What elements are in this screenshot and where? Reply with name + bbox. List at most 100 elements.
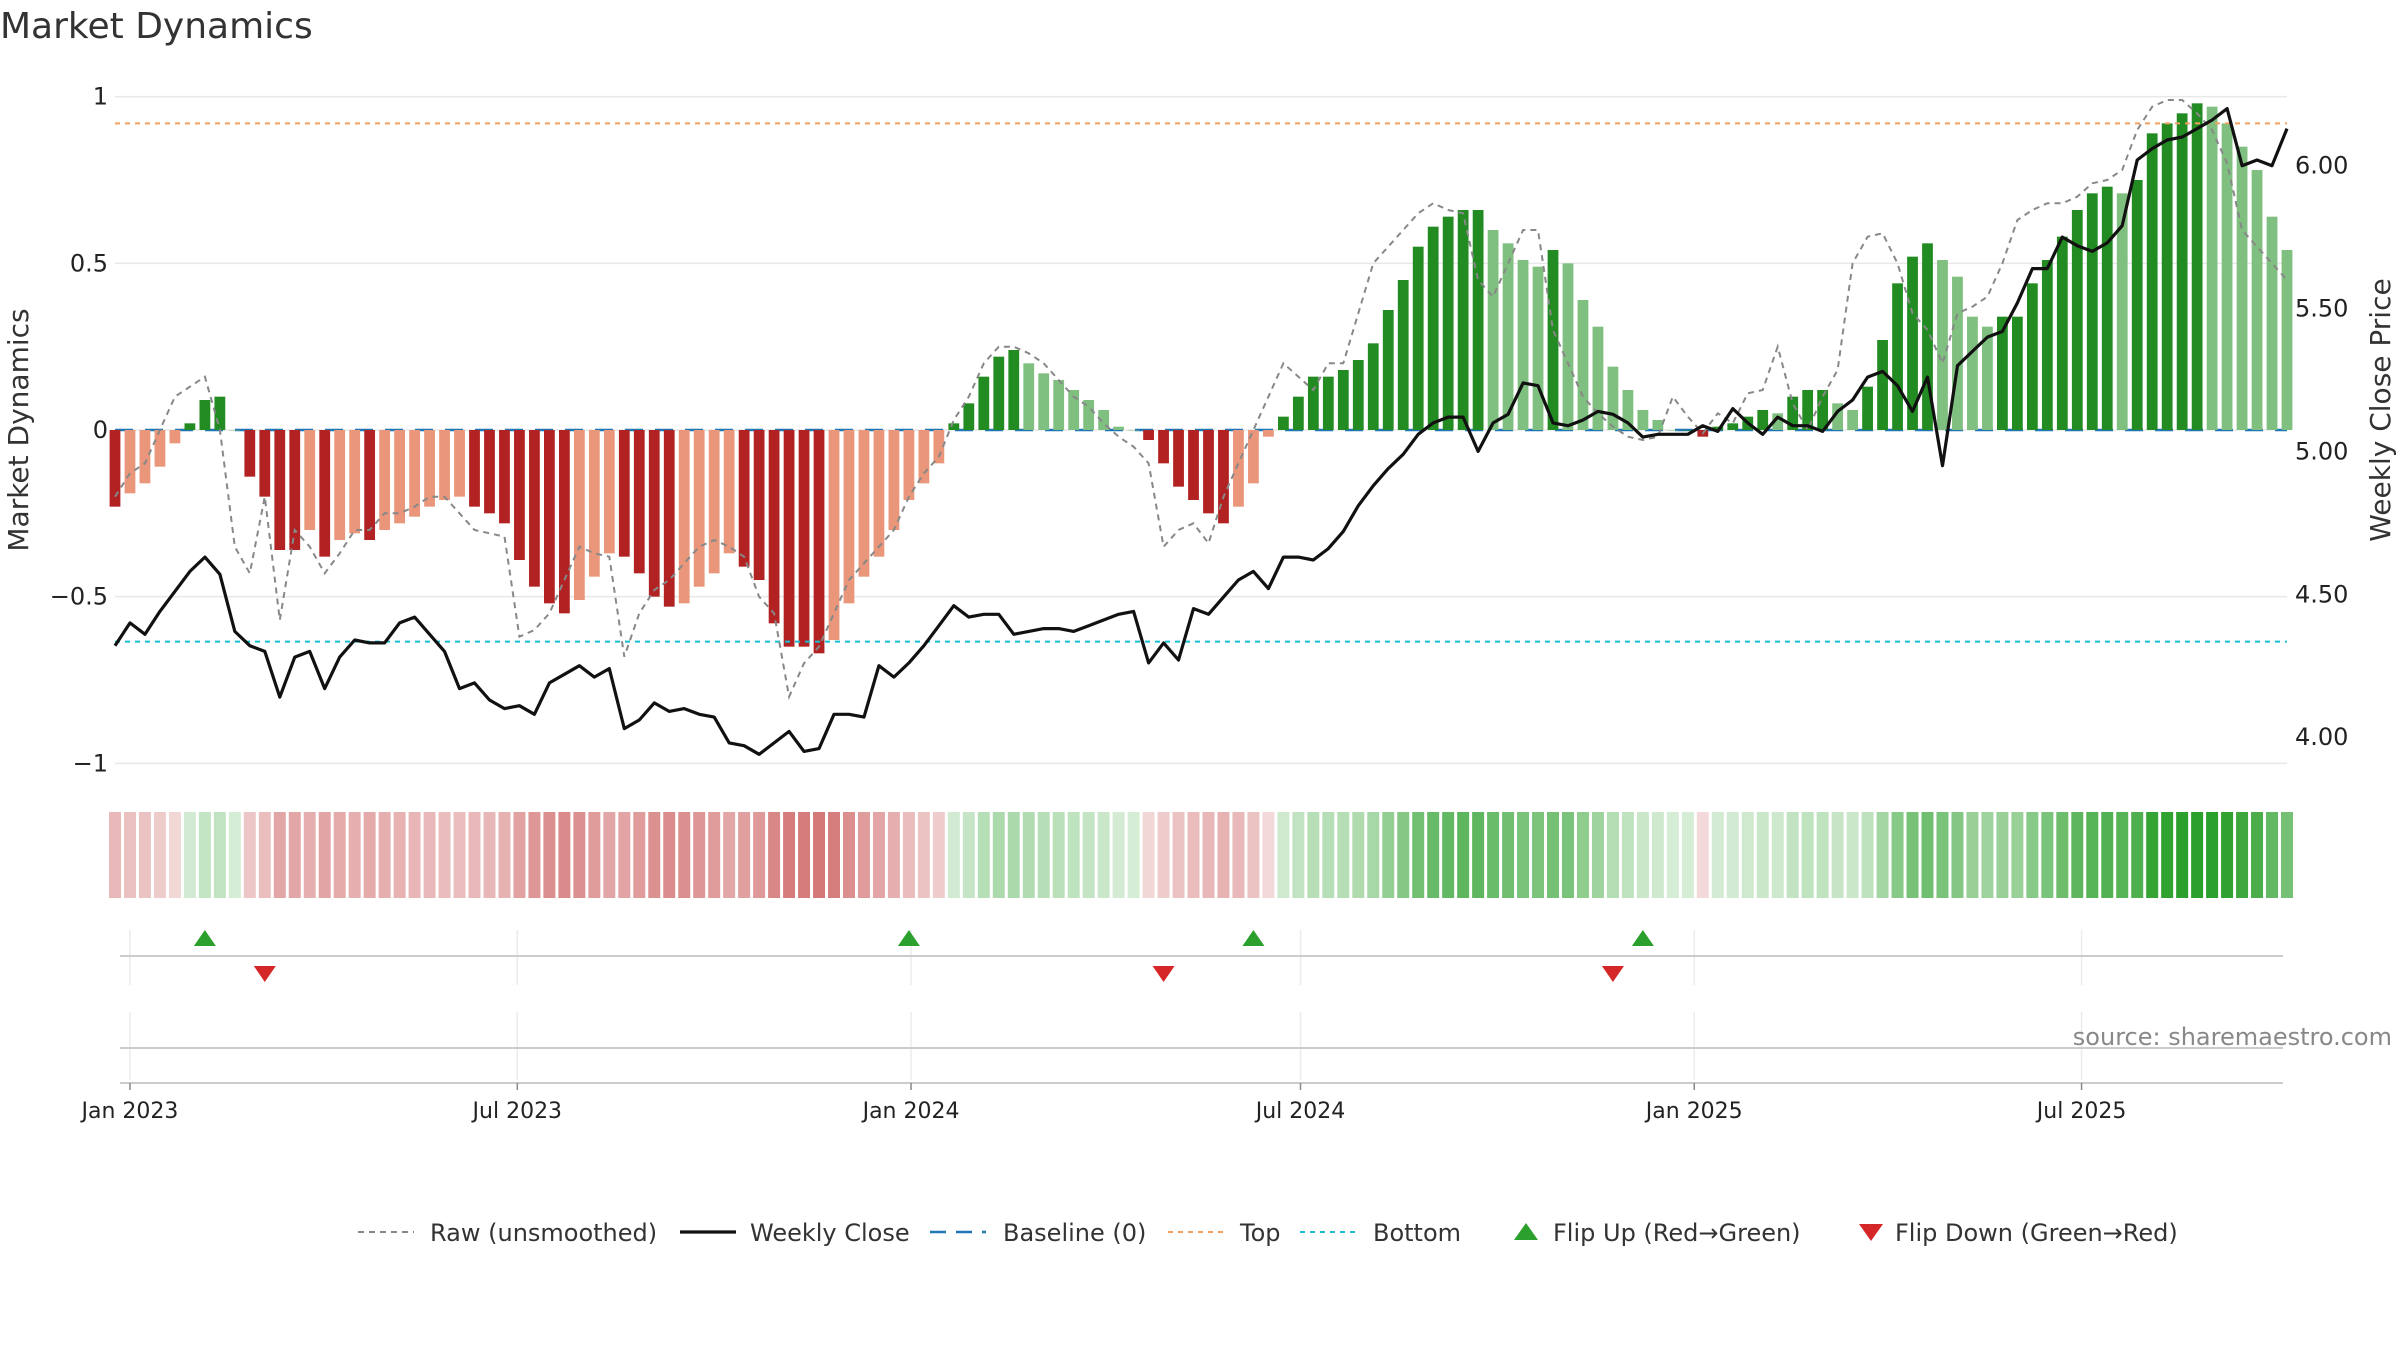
- dynamics-bar: [1907, 256, 1918, 430]
- heat-strip-cell: [1906, 812, 1919, 898]
- heat-strip-cell: [2281, 812, 2293, 898]
- heat-strip-cell: [1756, 812, 1769, 898]
- heat-strip-cell: [1172, 812, 1185, 898]
- dynamics-bar: [2266, 216, 2278, 430]
- heat-strip-cell: [2086, 812, 2099, 898]
- dynamics-bar: [1008, 350, 1020, 430]
- heat-strip-cell: [2236, 812, 2249, 898]
- y-tick-left: 0.5: [70, 249, 108, 277]
- dynamics-bar: [1817, 390, 1829, 430]
- heat-strip-cell: [738, 812, 751, 898]
- dynamics-bar: [1098, 410, 1110, 430]
- y-axis-label-left: Market Dynamics: [2, 308, 35, 551]
- heat-strip-cell: [947, 812, 960, 898]
- legend-swatch-flip-up: [1514, 1223, 1538, 1240]
- heat-strip-cell: [1247, 812, 1260, 898]
- heat-strip-cell: [588, 812, 601, 898]
- x-tick-label: Jan 2024: [861, 1099, 960, 1124]
- heat-strip-cell: [1232, 812, 1245, 898]
- dynamics-bar: [1487, 230, 1499, 430]
- dynamics-bar: [1038, 373, 1050, 430]
- dynamics-bar: [1068, 390, 1080, 430]
- dynamics-bar: [1787, 396, 1799, 430]
- heat-strip-cell: [1472, 812, 1485, 898]
- heat-strip-cell: [2251, 812, 2264, 898]
- dynamics-bar: [1532, 266, 1544, 430]
- heat-strip-cell: [1771, 812, 1784, 898]
- heat-strip-cell: [378, 812, 391, 898]
- dynamics-bar: [843, 430, 855, 604]
- heat-strip-cell: [1127, 812, 1140, 898]
- heat-strip-cell: [228, 812, 241, 898]
- dynamics-bar: [544, 430, 555, 604]
- dynamics-bar: [918, 430, 930, 484]
- heat-strip-cell: [1891, 812, 1904, 898]
- dynamics-bar: [1427, 226, 1439, 430]
- heat-strip-cell: [333, 812, 346, 898]
- heat-strip-cell: [468, 812, 481, 898]
- dynamics-bar: [304, 430, 316, 530]
- dynamics-bar: [1173, 430, 1184, 487]
- heat-strip-cell: [902, 812, 915, 898]
- dynamics-bar: [2011, 316, 2023, 430]
- heat-strip-cell: [1427, 812, 1440, 898]
- dynamics-bar: [1307, 376, 1319, 430]
- heat-strip-cell: [1921, 812, 1934, 898]
- x-tick-label: Jan 2023: [80, 1099, 179, 1124]
- heat-strip-cell: [1591, 812, 1604, 898]
- heat-strip-cell: [1696, 812, 1709, 898]
- dynamics-bar: [184, 423, 196, 430]
- dynamics-bar: [1292, 396, 1304, 430]
- dynamics-bar: [2206, 106, 2218, 431]
- heat-strip-cell: [1397, 812, 1410, 898]
- dynamics-bar: [1352, 360, 1364, 430]
- heat-strip-cell: [1562, 812, 1574, 898]
- heat-strip-cell: [1097, 812, 1110, 898]
- dynamics-bar: [993, 356, 1005, 430]
- dynamics-bar: [2176, 113, 2188, 430]
- dynamics-bar: [573, 430, 585, 600]
- dynamics-bar: [1397, 280, 1409, 430]
- heat-strip-cell: [1382, 812, 1395, 898]
- dynamics-bar: [364, 430, 376, 540]
- heat-strip-cell: [932, 812, 945, 898]
- heat-strip-cell: [438, 812, 451, 898]
- dynamics-bar: [1547, 250, 1559, 430]
- dynamics-bar: [274, 430, 286, 550]
- heat-strip-cell: [1801, 812, 1814, 898]
- heat-strip-cell: [198, 812, 211, 898]
- legend-label: Raw (unsmoothed): [430, 1219, 657, 1247]
- dynamics-bar: [334, 430, 346, 540]
- dynamics-bar: [1667, 430, 1679, 431]
- heat-strip-cell: [633, 812, 646, 898]
- legend-label: Bottom: [1373, 1219, 1461, 1247]
- heat-strip-cell: [168, 812, 181, 898]
- heat-strip-cell: [1367, 812, 1380, 898]
- dynamics-bar: [1772, 413, 1784, 430]
- heat-strip-cell: [1651, 812, 1664, 898]
- dynamics-bar: [154, 430, 166, 467]
- heat-strip-cell: [1606, 812, 1619, 898]
- dynamics-bar: [1128, 430, 1139, 431]
- dynamics-bar: [813, 430, 825, 654]
- x-tick-label: Jul 2024: [1254, 1099, 1346, 1124]
- heat-strip-cell: [1052, 812, 1065, 898]
- dynamics-bar: [139, 430, 151, 484]
- heat-strip-cell: [1322, 812, 1335, 898]
- heat-strip-cell: [1621, 812, 1634, 898]
- dynamics-bar: [229, 430, 241, 431]
- heat-strip-cell: [1487, 812, 1500, 898]
- heat-strip-cell: [1861, 812, 1874, 898]
- heat-strip-cell: [828, 812, 840, 898]
- heat-strip-cell: [1666, 812, 1679, 898]
- source-note: source: sharemaestro.com: [2073, 1023, 2392, 1051]
- dynamics-bar: [1023, 363, 1035, 430]
- dynamics-bar: [1203, 430, 1214, 514]
- heat-strip-cell: [303, 812, 316, 898]
- heat-strip-cell: [1636, 812, 1649, 898]
- heat-strip-cell: [2146, 812, 2159, 898]
- heat-strip-cell: [1532, 812, 1545, 898]
- heat-strip-cell: [1726, 812, 1739, 898]
- heat-strip-cell: [2161, 812, 2174, 898]
